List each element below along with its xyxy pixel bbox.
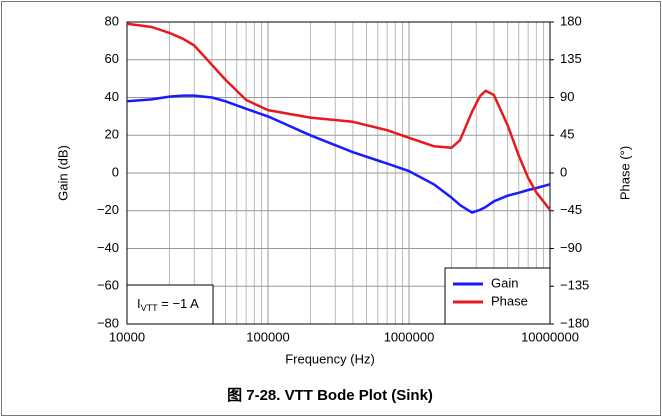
y2-tick-label: −45 [560,202,582,217]
y2-tick-label: 45 [560,127,574,142]
y2-tick-label: −90 [560,240,582,255]
x-tick-label: 100000 [246,329,289,344]
y-tick-label: −80 [97,315,119,330]
series-line [126,22,551,211]
y-tick-label: 40 [105,89,119,104]
plot-border [126,21,551,325]
annotation-main: I [137,296,141,311]
y-tick-label: 20 [105,127,119,142]
annotation: IVTT = −1 A [137,296,199,313]
chart-title: 图 7-28. VTT Bode Plot (Sink) [227,387,433,404]
y2-tick-label: −135 [560,278,589,293]
annotation-box [126,284,214,325]
y-tick-label: 60 [105,51,119,66]
y2-tick-label: 180 [560,13,582,28]
y2-axis-label: Phase (°) [617,146,632,200]
y-tick-label: 80 [105,13,119,28]
y-tick-label: −40 [97,240,119,255]
y-axis-label: Gain (dB) [55,145,70,201]
y-tick-label: 0 [112,164,119,179]
y2-tick-label: 90 [560,89,574,104]
x-axis-label: Frequency (Hz) [285,351,375,366]
annotation-rest: = −1 A [158,296,200,311]
y-tick-label: −20 [97,202,119,217]
annotation-sub: VTT [141,303,159,313]
legend-label: Phase [491,293,528,308]
y2-tick-label: −180 [560,315,589,330]
x-tick-label: 10000 [109,329,145,344]
x-tick-label: 1000000 [384,329,435,344]
series-line [126,94,551,214]
x-tick-label: 10000000 [521,329,579,344]
legend-label: Gain [491,275,518,290]
y-tick-label: −60 [97,278,119,293]
y2-tick-label: 0 [560,164,567,179]
legend-box [444,267,551,325]
y2-tick-label: 135 [560,51,582,66]
